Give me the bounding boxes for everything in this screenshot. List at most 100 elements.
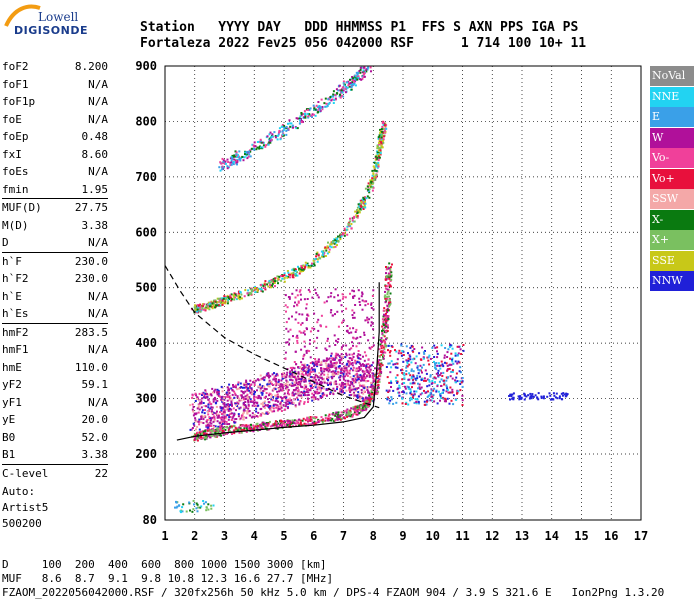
f-layer-triple-hop-trace xyxy=(264,145,267,148)
f-layer-trace xyxy=(378,374,380,377)
f-layer-multihop-trace xyxy=(240,293,243,296)
f-layer-trace xyxy=(293,422,296,425)
f-layer-multihop-trace xyxy=(344,232,346,235)
f-layer-trace xyxy=(328,413,331,416)
f-layer-triple-hop-trace xyxy=(236,163,238,166)
spread-f-echo xyxy=(197,411,200,414)
spread-f-echo xyxy=(206,392,208,395)
spread-f-echo xyxy=(260,391,263,394)
f-layer-trace xyxy=(380,353,383,356)
param-row: h`F 230.0 xyxy=(2,253,108,271)
spread-f-echo xyxy=(262,404,265,407)
e-region-echo xyxy=(195,502,198,505)
spread-f-echo xyxy=(191,394,194,397)
f-layer-trace xyxy=(337,416,340,419)
oblique-echo xyxy=(433,387,436,390)
spread-f-echo xyxy=(259,387,262,390)
spread-f-echo xyxy=(233,396,236,399)
spread-f-echo xyxy=(287,403,290,406)
spread-f-echo xyxy=(305,351,308,354)
spread-f-echo xyxy=(306,394,309,397)
spread-f-echo xyxy=(242,404,245,407)
f-layer-triple-hop-trace xyxy=(247,155,250,158)
spread-f-echo xyxy=(314,398,317,400)
spread-f-echo xyxy=(300,348,303,351)
spread-f-echo xyxy=(331,314,334,317)
f-layer-multihop-trace xyxy=(370,180,373,183)
oblique-echo xyxy=(401,382,404,385)
spread-f-echo xyxy=(305,350,308,352)
param-name: foE xyxy=(2,112,22,126)
f-layer-trace xyxy=(303,422,306,425)
oblique-echo xyxy=(443,382,446,385)
f-layer-triple-hop-trace xyxy=(285,133,288,136)
oblique-echo xyxy=(435,368,438,371)
spread-f-echo xyxy=(348,386,351,389)
spread-f-echo xyxy=(300,391,303,393)
spread-f-echo xyxy=(368,366,370,369)
spread-f-echo xyxy=(230,402,233,405)
logo-swoosh-icon xyxy=(4,4,41,27)
spread-f-echo xyxy=(221,416,224,419)
spread-f-echo xyxy=(253,415,256,418)
f-layer-triple-hop-trace xyxy=(316,111,319,114)
f-layer-multihop-trace xyxy=(376,151,379,154)
f-layer-trace xyxy=(205,432,208,435)
spread-f-echo xyxy=(204,392,207,395)
spread-f-echo xyxy=(372,344,375,347)
f-layer-trace xyxy=(221,427,224,430)
f-layer-triple-hop-trace xyxy=(340,90,343,93)
e-region-echo xyxy=(185,510,188,513)
f-layer-trace xyxy=(264,422,266,425)
f-layer-multihop-trace xyxy=(199,305,202,308)
spread-f-echo xyxy=(342,378,345,381)
spread-f-echo xyxy=(262,405,265,408)
f-layer-trace xyxy=(373,383,376,386)
f-layer-triple-hop-trace xyxy=(222,159,225,162)
f-layer-trace xyxy=(203,432,205,435)
oblique-echo xyxy=(561,394,564,397)
spread-f-echo xyxy=(248,389,251,392)
oblique-echo xyxy=(401,371,404,374)
spread-f-echo xyxy=(366,316,369,319)
f-layer-trace xyxy=(193,432,196,435)
spread-f-echo xyxy=(278,395,281,398)
spread-f-echo xyxy=(344,356,347,359)
oblique-echo xyxy=(440,385,443,387)
f-layer-trace xyxy=(382,350,385,352)
f-layer-trace xyxy=(330,419,333,422)
spread-f-echo xyxy=(362,392,365,395)
f-layer-multihop-trace xyxy=(309,266,312,269)
oblique-echo xyxy=(389,354,392,357)
oblique-echo xyxy=(441,363,444,366)
f-layer-multihop-trace xyxy=(310,264,313,267)
spread-f-echo xyxy=(316,365,319,368)
spread-f-echo xyxy=(259,397,262,400)
oblique-echo xyxy=(433,344,436,347)
f-layer-trace xyxy=(384,351,387,354)
spread-f-echo xyxy=(239,386,241,389)
spread-f-echo xyxy=(237,387,240,390)
f-layer-triple-hop-trace xyxy=(255,148,258,151)
oblique-echo xyxy=(529,392,532,395)
oblique-echo xyxy=(440,372,443,375)
oblique-echo xyxy=(409,396,412,399)
param-name: B1 xyxy=(2,448,16,461)
spread-f-echo xyxy=(320,314,323,317)
f-layer-trace xyxy=(287,419,289,422)
f-layer-multihop-trace xyxy=(280,274,283,277)
f-layer-trace xyxy=(240,424,243,427)
oblique-echo xyxy=(546,395,549,398)
spread-f-echo xyxy=(216,413,219,416)
f-layer-multihop-trace xyxy=(327,241,329,244)
f-layer-trace xyxy=(321,419,324,422)
f-layer-multihop-trace xyxy=(375,163,378,166)
f-layer-triple-hop-trace xyxy=(224,162,227,165)
spread-f-echo xyxy=(301,363,304,366)
oblique-echo xyxy=(451,358,453,361)
spread-f-echo xyxy=(316,390,319,393)
spread-f-echo xyxy=(191,427,194,429)
spread-f-echo xyxy=(309,368,312,371)
f-layer-triple-hop-trace xyxy=(350,86,353,88)
f-layer-trace xyxy=(386,330,389,332)
